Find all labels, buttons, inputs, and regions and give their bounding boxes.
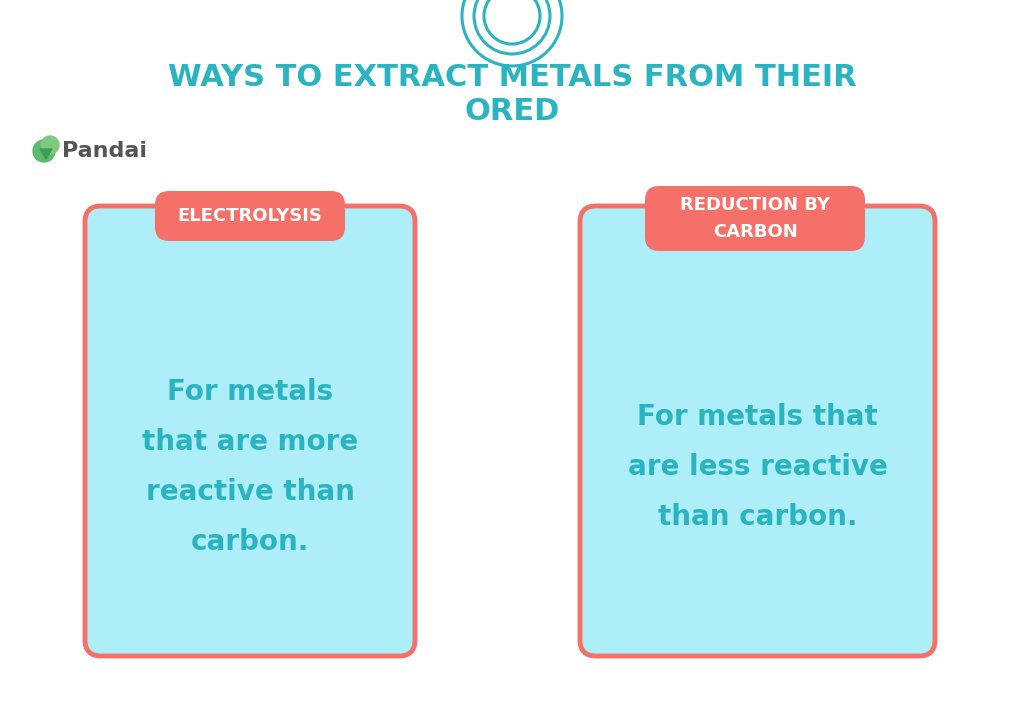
FancyBboxPatch shape <box>645 186 865 251</box>
Text: REDUCTION BY
CARBON: REDUCTION BY CARBON <box>680 196 830 241</box>
FancyBboxPatch shape <box>155 191 345 241</box>
Circle shape <box>41 136 59 154</box>
Text: For metals that
are less reactive
than carbon.: For metals that are less reactive than c… <box>628 403 888 531</box>
FancyBboxPatch shape <box>580 206 935 656</box>
Text: Pandai: Pandai <box>62 141 147 161</box>
Text: ORED: ORED <box>464 97 560 125</box>
FancyBboxPatch shape <box>85 206 415 656</box>
Text: For metals
that are more
reactive than
carbon.: For metals that are more reactive than c… <box>142 378 358 556</box>
Polygon shape <box>40 149 52 159</box>
Text: ELECTROLYSIS: ELECTROLYSIS <box>177 207 323 225</box>
Circle shape <box>33 140 55 162</box>
Text: WAYS TO EXTRACT METALS FROM THEIR: WAYS TO EXTRACT METALS FROM THEIR <box>168 64 856 92</box>
